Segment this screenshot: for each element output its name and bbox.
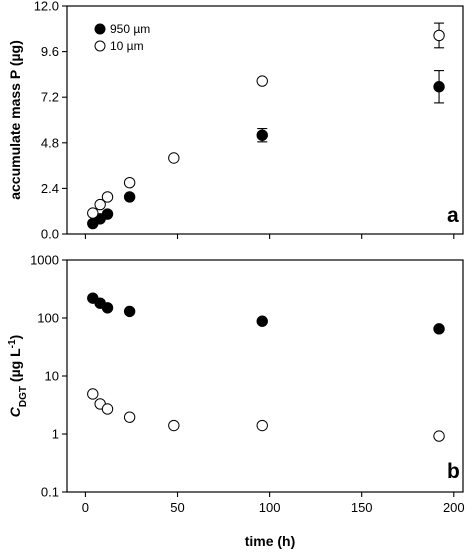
panel-a: 0.0 2.4 4.8 7.2 9.6 12.0 a accumulate mass P … <box>7 0 464 242</box>
panel-b-y-axis-title: CDGT (µg L-1) <box>7 335 29 417</box>
x-tick-label: 0 <box>82 500 89 515</box>
panel-b-y-tick-label: 1 <box>52 427 59 442</box>
panel-b-point-950um <box>123 305 136 318</box>
panel-a-y-tick-label: 7.2 <box>41 90 59 105</box>
panel-a-point-950um <box>433 81 445 93</box>
panel-b-point-10um <box>256 419 268 432</box>
panel-b: 0.1 1 10 100 1000 0 50 100 150 200 b CDGT (µg L-… <box>7 234 465 549</box>
panel-a-point-10um <box>433 29 445 42</box>
panel-b-point-10um <box>123 411 136 423</box>
panel-b-y-ticks: 0.1 1 10 100 1000 <box>30 253 67 500</box>
panel-a-point-950um <box>256 129 268 141</box>
panel-a-letter: a <box>447 204 459 227</box>
panel-a-frame <box>66 5 464 235</box>
legend-label-950um: 950 µm <box>110 22 150 36</box>
panel-a-y-tick-label: 12.0 <box>34 0 59 14</box>
panel-a-point-10um <box>123 177 136 189</box>
panel-b-y-tick-label: 0.1 <box>41 485 59 500</box>
legend-marker-950um <box>94 23 106 35</box>
y-title-c: C <box>7 406 23 417</box>
panel-b-y-tick-label: 1000 <box>30 253 59 268</box>
panel-b-point-10um <box>87 388 99 400</box>
panel-a-y-tick-label: 0.0 <box>41 227 59 242</box>
panel-a-point-10um <box>87 207 99 219</box>
panel-b-point-950um <box>256 315 268 327</box>
panel-a-point-10um <box>94 198 106 211</box>
y-title-sub: DGT <box>18 386 29 407</box>
x-tick-label: 150 <box>351 500 373 515</box>
panel-a-point-10um <box>256 75 268 87</box>
panel-a-y-axis-title: accumulate mass P (µg) <box>7 40 23 200</box>
panel-a-marks <box>87 22 445 230</box>
legend-marker-10um <box>94 40 106 52</box>
panel-a-point-10um <box>101 191 114 203</box>
panel-a-point-950um <box>123 191 136 203</box>
x-axis-ticks: 0 50 100 150 200 <box>82 234 465 515</box>
panel-a-point-10um <box>168 152 180 164</box>
panel-b-frame <box>66 259 464 493</box>
y-title-sup: -1 <box>7 339 18 348</box>
panel-a-y-tick-label: 4.8 <box>41 135 59 150</box>
panel-a-y-tick-label: 9.6 <box>41 44 59 59</box>
panel-b-y-tick-label: 10 <box>45 369 59 384</box>
y-title-close: ) <box>7 335 23 340</box>
legend: 950 µm 10 µm <box>94 22 150 53</box>
panel-b-point-10um <box>101 403 114 415</box>
panel-b-point-950um <box>433 323 445 335</box>
y-title-unit: (µg L <box>7 348 23 386</box>
panel-b-marks <box>87 292 445 442</box>
panel-b-point-950um <box>101 302 114 314</box>
panel-a-point-950um <box>101 208 114 220</box>
panel-b-point-10um <box>168 419 180 432</box>
panel-a-y-ticks: 0.0 2.4 4.8 7.2 9.6 12.0 <box>34 0 67 242</box>
panel-b-point-10um <box>433 430 445 442</box>
x-tick-label: 200 <box>443 500 465 515</box>
x-tick-label: 100 <box>259 500 281 515</box>
legend-label-10um: 10 µm <box>110 39 144 53</box>
x-tick-label: 50 <box>170 500 184 515</box>
panel-b-y-tick-label: 100 <box>37 311 59 326</box>
panel-b-letter: b <box>447 460 460 483</box>
panel-a-y-tick-label: 2.4 <box>41 181 59 196</box>
x-axis-title: time (h) <box>245 533 296 549</box>
